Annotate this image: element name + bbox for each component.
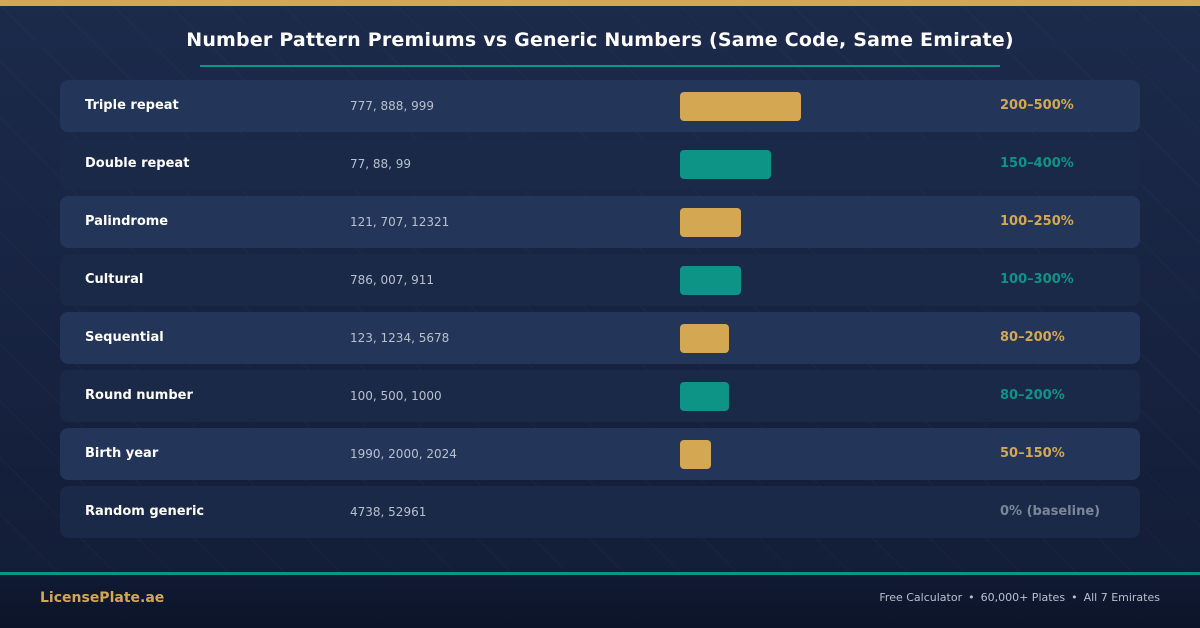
premium-bar [680,150,771,179]
chart-title: Number Pattern Premiums vs Generic Numbe… [186,29,1014,51]
pattern-examples: 123, 1234, 5678 [350,331,450,345]
premium-range: 80–200% [1000,330,1065,345]
table-row: Triple repeat 777, 888, 999 200–500% [60,80,1140,132]
pattern-name: Palindrome [85,214,169,229]
premium-range: 150–400% [1000,156,1074,171]
premium-bar [680,266,741,295]
table-row: Round number 100, 500, 1000 80–200% [60,370,1140,422]
footer-item: All 7 Emirates [1083,591,1160,604]
pattern-name: Cultural [85,272,144,287]
pattern-examples: 100, 500, 1000 [350,389,442,403]
premium-range: 80–200% [1000,388,1065,403]
table-row: Sequential 123, 1234, 5678 80–200% [60,312,1140,364]
footer-divider [0,572,1200,575]
premium-bar [680,208,741,237]
premium-range: 0% (baseline) [1000,504,1101,519]
table-row: Double repeat 77, 88, 99 150–400% [60,138,1140,190]
table-row: Birth year 1990, 2000, 2024 50–150% [60,428,1140,480]
premium-bar [680,92,801,121]
pattern-name: Round number [85,388,193,403]
bullet-separator: • [1071,591,1078,604]
title-underline [200,65,1000,67]
premium-range: 200–500% [1000,98,1074,113]
pattern-table: Triple repeat 777, 888, 999 200–500% Dou… [60,80,1140,544]
pattern-examples: 121, 707, 12321 [350,215,450,229]
footer-info: Free Calculator • 60,000+ Plates • All 7 Emi… [879,575,1160,621]
footer: LicensePlate.ae Free Calculator • 60,000+ … [0,575,1200,628]
premium-range: 100–250% [1000,214,1074,229]
pattern-examples: 777, 888, 999 [350,99,434,113]
pattern-name: Sequential [85,330,164,345]
top-accent-bar [0,0,1200,6]
premium-range: 50–150% [1000,446,1065,461]
pattern-examples: 4738, 52961 [350,505,427,519]
pattern-name: Double repeat [85,156,190,171]
table-row: Palindrome 121, 707, 12321 100–250% [60,196,1140,248]
premium-range: 100–300% [1000,272,1074,287]
footer-item: 60,000+ Plates [980,591,1066,604]
pattern-examples: 786, 007, 911 [350,273,434,287]
brand-link[interactable]: LicensePlate.ae [40,590,165,606]
pattern-name: Random generic [85,504,205,519]
premium-bar [680,382,729,411]
pattern-examples: 1990, 2000, 2024 [350,447,457,461]
premium-bar [680,440,711,469]
pattern-examples: 77, 88, 99 [350,157,412,171]
pattern-name: Birth year [85,446,159,461]
pattern-name: Triple repeat [85,98,179,113]
table-row: Cultural 786, 007, 911 100–300% [60,254,1140,306]
table-row: Random generic 4738, 52961 0% (baseline) [60,486,1140,538]
premium-bar [680,324,729,353]
bullet-separator: • [968,591,975,604]
footer-item: Free Calculator [879,591,963,604]
